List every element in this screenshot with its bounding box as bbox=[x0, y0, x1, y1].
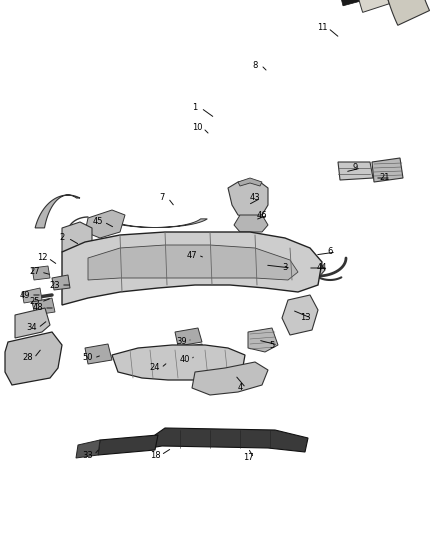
Text: 2: 2 bbox=[60, 233, 65, 243]
Polygon shape bbox=[338, 162, 373, 180]
Text: 45: 45 bbox=[93, 217, 103, 227]
Polygon shape bbox=[5, 332, 62, 385]
Polygon shape bbox=[32, 266, 50, 280]
Text: 6: 6 bbox=[327, 247, 333, 256]
Polygon shape bbox=[98, 435, 158, 455]
Polygon shape bbox=[22, 288, 42, 303]
Text: 23: 23 bbox=[49, 280, 60, 289]
Polygon shape bbox=[118, 240, 270, 275]
Polygon shape bbox=[52, 275, 70, 290]
Text: 47: 47 bbox=[187, 251, 197, 260]
Text: 27: 27 bbox=[30, 268, 40, 277]
Text: 21: 21 bbox=[380, 174, 390, 182]
Polygon shape bbox=[234, 215, 268, 232]
Text: 17: 17 bbox=[243, 454, 253, 463]
Text: 46: 46 bbox=[257, 211, 267, 220]
Text: 11: 11 bbox=[317, 23, 327, 33]
Text: 34: 34 bbox=[27, 324, 37, 333]
Polygon shape bbox=[112, 345, 245, 380]
Polygon shape bbox=[32, 298, 55, 315]
Text: 50: 50 bbox=[83, 353, 93, 362]
Polygon shape bbox=[352, 0, 398, 12]
Polygon shape bbox=[106, 219, 207, 228]
Polygon shape bbox=[88, 245, 298, 280]
Polygon shape bbox=[76, 440, 100, 458]
Polygon shape bbox=[85, 210, 125, 238]
Polygon shape bbox=[150, 428, 308, 452]
Polygon shape bbox=[85, 344, 112, 364]
Polygon shape bbox=[62, 232, 322, 305]
Polygon shape bbox=[178, 344, 206, 364]
Text: 9: 9 bbox=[353, 164, 357, 173]
Text: 33: 33 bbox=[83, 450, 93, 459]
Polygon shape bbox=[175, 328, 202, 346]
Polygon shape bbox=[192, 362, 268, 395]
Text: 49: 49 bbox=[20, 290, 30, 300]
Text: 5: 5 bbox=[269, 341, 275, 350]
Text: 25: 25 bbox=[30, 297, 40, 306]
Polygon shape bbox=[228, 180, 268, 218]
Text: 43: 43 bbox=[250, 193, 260, 203]
Polygon shape bbox=[62, 222, 92, 258]
Polygon shape bbox=[238, 178, 262, 186]
Polygon shape bbox=[15, 308, 50, 338]
Text: 40: 40 bbox=[180, 356, 190, 365]
Polygon shape bbox=[248, 328, 278, 352]
Text: 4: 4 bbox=[237, 384, 243, 392]
Text: 44: 44 bbox=[317, 263, 327, 272]
Polygon shape bbox=[282, 295, 318, 335]
Polygon shape bbox=[295, 258, 325, 278]
Text: 1: 1 bbox=[192, 103, 198, 112]
Text: 8: 8 bbox=[252, 61, 258, 69]
Text: 48: 48 bbox=[33, 303, 43, 312]
Polygon shape bbox=[335, 0, 372, 6]
Polygon shape bbox=[380, 0, 430, 25]
Polygon shape bbox=[372, 158, 403, 182]
Text: 7: 7 bbox=[159, 193, 165, 203]
Polygon shape bbox=[35, 195, 80, 228]
Text: 13: 13 bbox=[300, 313, 310, 322]
Text: 39: 39 bbox=[177, 337, 187, 346]
Text: 3: 3 bbox=[283, 263, 288, 272]
Text: 18: 18 bbox=[150, 450, 160, 459]
Text: 12: 12 bbox=[37, 254, 47, 262]
Text: 10: 10 bbox=[192, 124, 202, 133]
Text: 24: 24 bbox=[150, 364, 160, 373]
Text: 28: 28 bbox=[23, 353, 33, 362]
